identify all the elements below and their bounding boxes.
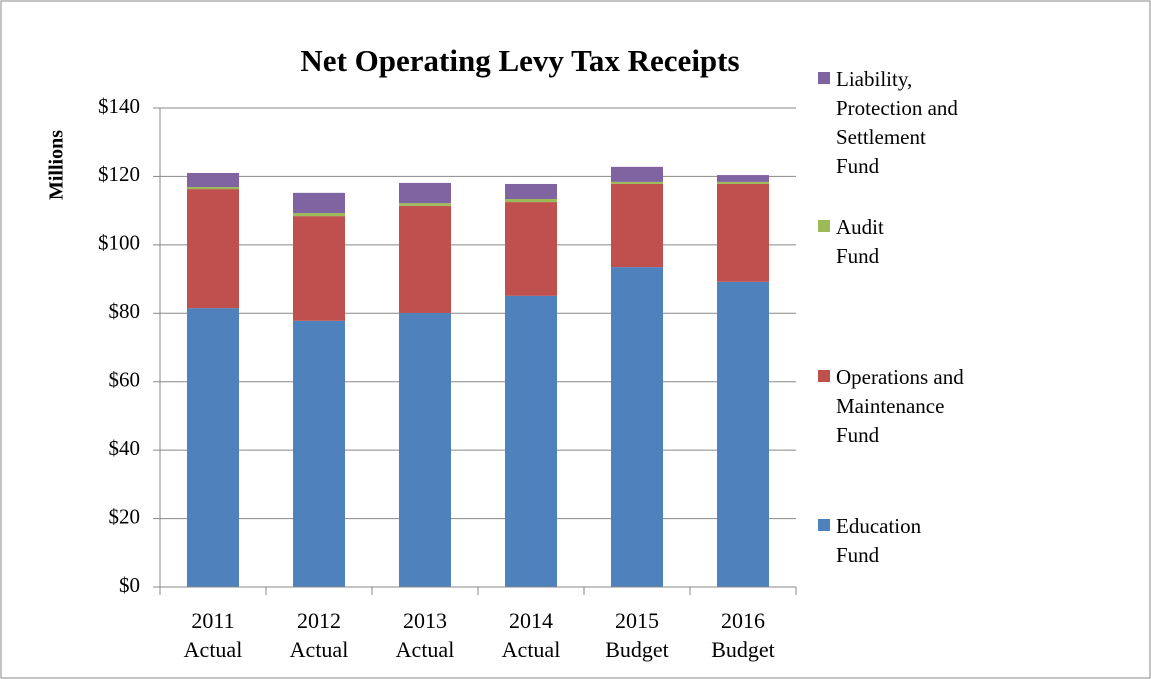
- bar-segment: [399, 203, 451, 206]
- legend-entry: Education Fund: [818, 512, 921, 570]
- legend-label: Education Fund: [836, 514, 922, 567]
- bar-segment: [505, 199, 557, 203]
- x-tick-label: 2013 Actual: [395, 608, 455, 662]
- legend-label: Audit Fund: [836, 215, 884, 268]
- bar-segment: [293, 216, 345, 321]
- legend-entry: Operations and Maintenance Fund: [818, 363, 964, 450]
- bar-segment: [187, 308, 239, 587]
- bar-segment: [611, 166, 663, 182]
- legend-swatch: [818, 519, 830, 531]
- x-tick-label: 2015 Budget: [605, 608, 669, 662]
- y-tick-label: $100: [98, 231, 140, 255]
- x-tick-label: 2016 Budget: [711, 608, 775, 662]
- bar-segment: [187, 173, 239, 188]
- bar-segment: [717, 181, 769, 184]
- bar-segment: [399, 312, 451, 587]
- bar-segment: [293, 192, 345, 214]
- bar-segment: [717, 175, 769, 182]
- y-tick-label: $20: [109, 504, 141, 528]
- y-tick-label: $40: [109, 436, 141, 460]
- bar-segment: [505, 183, 557, 200]
- legend-swatch: [818, 220, 830, 232]
- legend-label: Liability, Protection and Settlement Fun…: [836, 67, 958, 178]
- bar-segment: [505, 295, 557, 587]
- legend-swatch: [818, 370, 830, 382]
- bar-segment: [293, 320, 345, 587]
- legend-label: Operations and Maintenance Fund: [836, 365, 964, 447]
- y-tick-label: $60: [109, 368, 141, 392]
- bar-segment: [717, 281, 769, 587]
- y-tick-label: $140: [98, 94, 140, 118]
- bar-segment: [611, 183, 663, 268]
- bar-segment: [399, 205, 451, 313]
- y-tick-label: $80: [109, 299, 141, 323]
- x-tick-label: 2014 Actual: [501, 608, 561, 662]
- bar-segment: [611, 181, 663, 184]
- bar-segment: [717, 183, 769, 282]
- bar-segment: [187, 189, 239, 309]
- bar-segment: [399, 182, 451, 204]
- legend-entry: Audit Fund: [818, 213, 884, 271]
- x-tick-label: 2012 Actual: [289, 608, 349, 662]
- y-axis-label: Millions: [46, 130, 68, 200]
- bar-segment: [293, 213, 345, 217]
- bar-segment: [611, 267, 663, 587]
- legend-swatch: [818, 72, 830, 84]
- chart-title: Net Operating Levy Tax Receipts: [300, 43, 739, 78]
- legend-entry: Liability, Protection and Settlement Fun…: [818, 65, 958, 181]
- bar-segment: [187, 187, 239, 190]
- y-tick-label: $120: [98, 162, 140, 186]
- x-tick-label: 2011 Actual: [183, 608, 243, 662]
- bar-segment: [505, 202, 557, 296]
- y-tick-label: $0: [119, 573, 140, 597]
